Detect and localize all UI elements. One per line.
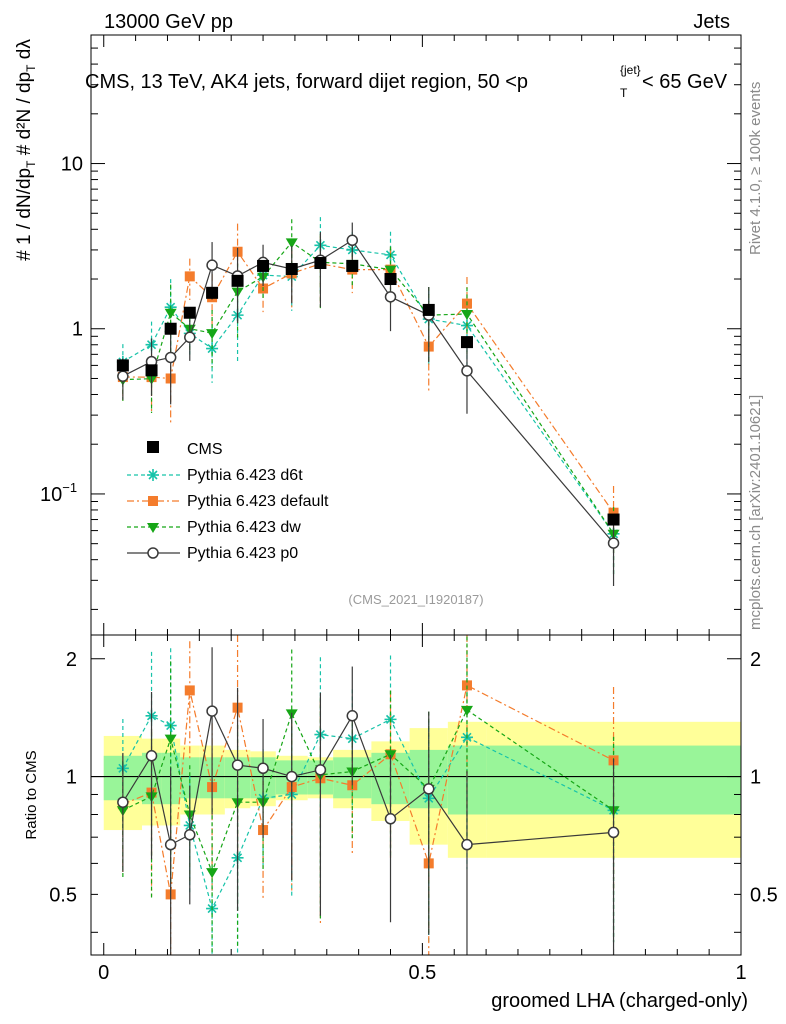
legend-label-cms: CMS [187,441,223,458]
series-2-point [285,238,298,249]
ratio-y-tick-label: 0.5 [49,884,77,906]
series-3-ratio-point [346,710,359,722]
cms-data-point [346,259,359,272]
plot-title: CMS, 13 TeV, AK4 jets, forward dijet reg… [85,63,728,100]
svg-text:{jet}: {jet} [620,63,641,77]
series-3-point [164,351,177,364]
series-3-ratio-point [257,762,269,775]
series-3-point [346,234,359,247]
series-3-ratio-point [231,759,244,771]
cms-data-point [285,262,298,275]
x-axis-label: groomed LHA (charged-only) [491,990,748,1012]
series-1-point [184,271,195,282]
series-3-point [461,365,473,377]
cms-data-point [257,259,270,272]
svg-text:T: T [620,86,628,100]
series-3-ratio-point [206,705,218,717]
cms-data-point [164,322,177,335]
ratio-frame [90,634,742,956]
cms-data-point [314,257,327,270]
series-2-point [384,265,397,276]
cms-data-point [384,273,397,286]
ratio-y-tick-label: 1 [750,767,761,789]
y-axis-label-ratio: Ratio to CMS [23,750,40,839]
legend-label-2: Pythia 6.423 dw [187,519,301,536]
cms-data-point [145,364,158,377]
legend-marker-3 [147,547,159,559]
ratio-y-tick-label: 2 [66,649,77,671]
series-1-ratio-point [461,680,472,691]
series-3-ratio-point [422,783,435,795]
series-2-point [206,329,219,340]
svg-text:CMS, 13 TeV, AK4 jets, forward: CMS, 13 TeV, AK4 jets, forward dijet reg… [85,71,528,93]
series-3-ratio-point [117,796,129,808]
svg-text:< 65 GeV: < 65 GeV [642,71,728,93]
series-3-point [206,259,218,271]
y-tick-label: 10 [61,154,83,176]
svg-text:# 1 / dN/dpT # d²N / dpT dλ: # 1 / dN/dpT # d²N / dpT dλ [14,39,38,261]
series-0-ratio-line [122,714,614,911]
series-3-ratio-point [384,813,397,825]
cms-data-point [206,286,219,299]
series-2-point [164,308,177,319]
series-2-ratio-point [164,734,177,745]
cms-data-point [460,336,473,349]
series-3-ratio-point [461,838,473,851]
series-3-ratio-point [184,829,196,841]
series-2-ratio-line [122,709,614,874]
ratio-y-tick-label: 0.5 [750,884,778,906]
series-3-point [384,291,397,303]
series-3-ratio-point [607,826,620,839]
ratio-y-tick-label: 2 [750,649,761,671]
cms-data-point [607,513,620,526]
series-3-ratio-point [164,838,177,851]
x-tick-label: 0 [98,962,109,984]
cms-data-point [183,306,196,319]
series-3-point [184,331,196,344]
series-2-ratio-point [460,705,473,716]
series-2-ratio-point [206,868,219,879]
ratio-y-tick-label: 1 [66,767,77,789]
analysis-id: (CMS_2021_I1920187) [348,592,483,607]
x-tick-label: 0.5 [408,962,436,984]
legend-label-0: Pythia 6.423 d6t [187,467,303,484]
series-3-point [117,370,129,382]
legend-marker-1 [148,496,158,506]
y-tick-label: 10−1 [40,480,77,506]
series-3-ratio-point [145,750,158,762]
series-3-point [607,537,620,549]
cms-data-point [422,303,435,316]
legend-label-1: Pythia 6.423 default [187,493,329,510]
series-2-line [122,241,615,535]
side-label-top: Rivet 4.1.0, ≥ 100k events [747,82,764,255]
legend-marker-cms [147,441,159,453]
series-2-point [460,309,473,320]
legend-marker-0 [147,469,159,481]
series-0-line [122,244,615,535]
series-1-ratio-line [122,684,614,895]
cms-data-point [231,274,244,287]
x-tick-label: 1 [735,962,746,984]
y-axis-label-main: # 1 / dN/dpT # d²N / dpT dλ [14,39,38,261]
y-tick-label: 1 [72,319,83,341]
cms-data-point [116,359,129,372]
series-3-ratio-point [314,764,327,776]
series-1-point [608,507,619,518]
header-left: 13000 GeV pp [104,11,233,33]
series-1-ratio-point [184,685,195,696]
series-3-ratio-point [285,770,298,783]
legend-label-3: Pythia 6.423 p0 [187,545,298,562]
side-label-bottom: mcplots.cern.ch [arXiv:2401.10621] [747,395,764,630]
header-right: Jets [693,11,730,33]
legend-marker-2 [147,523,159,533]
